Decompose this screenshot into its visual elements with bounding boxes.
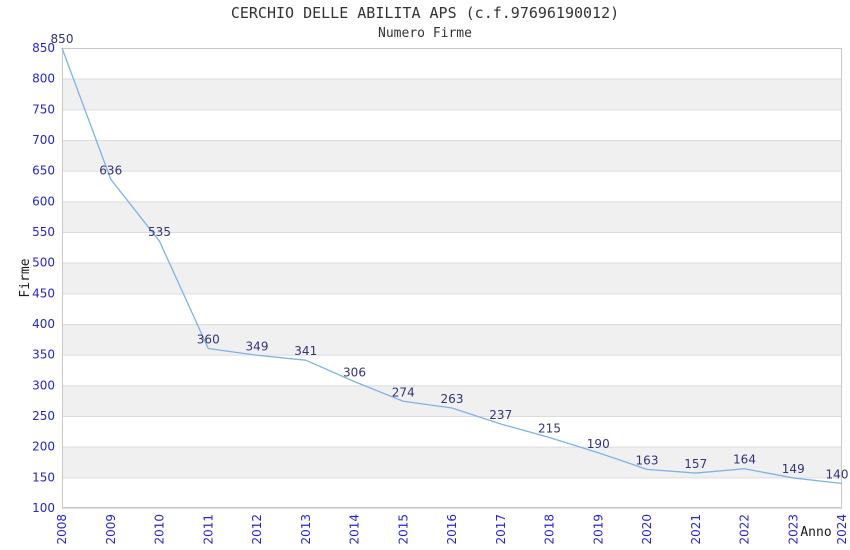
x-tick-label: 2022 [738,514,752,545]
x-tick-label: 2009 [104,514,118,545]
data-point-label: 850 [51,32,74,46]
grid-band [62,262,842,294]
data-point-label: 163 [636,453,659,467]
data-point-label: 360 [197,333,220,347]
x-tick-label: 2020 [640,514,654,545]
y-tick-label: 200 [32,440,55,454]
plot-border [62,48,842,508]
chart-title: CERCHIO DELLE ABILITA APS (c.f.976961900… [230,4,620,22]
y-tick-label: 150 [32,470,55,484]
data-point-label: 149 [782,462,805,476]
x-tick-label: 2024 [835,514,849,545]
x-tick-label: 2017 [494,514,508,545]
x-tick-label: 2018 [543,514,557,545]
y-tick-label: 700 [32,133,55,147]
x-axis-title: Anno [800,525,831,540]
y-tick-label: 300 [32,378,55,392]
data-point-label: 274 [392,385,415,399]
grid-band [62,446,842,478]
grid-band [62,201,842,232]
data-point-label: 140 [826,467,849,481]
data-point-label: 263 [441,392,464,406]
y-tick-label: 600 [32,194,55,208]
data-point-label: 306 [343,366,366,380]
x-tick-label: 2015 [396,514,410,545]
x-tick-label: 2012 [250,514,264,545]
data-point-label: 237 [489,408,512,422]
grid-band [62,78,842,110]
x-tick-label: 2011 [201,514,215,545]
data-line [61,47,843,485]
y-tick-label: 550 [32,225,55,239]
x-tick-label: 2023 [786,514,800,545]
x-tick-label: 2010 [153,514,167,545]
y-axis-title: Firme [18,258,33,297]
grid-band [62,324,842,355]
x-tick-label: 2013 [299,514,313,545]
y-tick-label: 800 [32,72,55,86]
y-tick-label: 750 [32,102,55,116]
data-point-label: 349 [246,339,269,353]
grid-band [62,140,842,171]
y-tick-label: 400 [32,317,55,331]
data-point-label: 341 [294,344,317,358]
grid-band [62,385,842,416]
x-tick-label: 2021 [689,514,703,545]
data-point-label: 164 [733,453,756,467]
data-point-label: 157 [684,457,707,471]
x-tick-label: 2019 [591,514,605,545]
y-tick-label: 450 [32,286,55,300]
y-tick-label: 650 [32,164,55,178]
x-tick-label: 2014 [348,514,362,545]
data-point-label: 215 [538,421,561,435]
y-tick-label: 850 [32,41,55,55]
data-point-label: 535 [148,225,171,239]
y-tick-label: 250 [32,409,55,423]
data-point-label: 636 [99,163,122,177]
chart-subtitle: Numero Firme [378,26,472,41]
data-point-label: 190 [587,437,610,451]
y-tick-label: 350 [32,348,55,362]
y-tick-label: 100 [32,501,55,515]
x-tick-label: 2008 [55,514,69,545]
x-tick-label: 2016 [445,514,459,545]
y-tick-label: 500 [32,256,55,270]
